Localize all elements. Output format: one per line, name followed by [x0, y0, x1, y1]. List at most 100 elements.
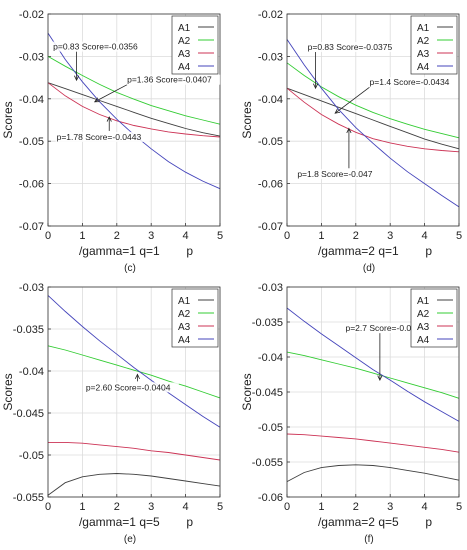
series-line-a4 — [286, 307, 460, 422]
y-tick-label: -0.05 — [19, 136, 44, 148]
series-line-a3 — [286, 433, 460, 453]
legend-label: A2 — [178, 309, 191, 320]
x-tick-label: 5 — [456, 230, 462, 242]
annotation-arrowhead — [377, 375, 383, 382]
chart-panel-f: 0 1 2 3 4 5 -0.03 -0.035 -0.04 -0.045 -0.05 -0.055 -… — [240, 282, 462, 545]
y-tick-label: -0.05 — [258, 422, 283, 434]
series-line-a1 — [47, 82, 221, 137]
legend-label: A3 — [178, 322, 191, 333]
y-tick-label: -0.06 — [258, 492, 283, 504]
y-axis-label: Scores — [1, 101, 15, 138]
x-tick-label: 4 — [422, 501, 428, 513]
annotation-arrowhead — [93, 97, 100, 103]
y-axis-label: Scores — [1, 373, 15, 410]
x-axis-label: /gamma=1 q=1 p — [79, 244, 193, 258]
y-tick-label: -0.055 — [252, 457, 283, 469]
annotation-background — [84, 382, 179, 393]
annotation-background — [368, 77, 458, 88]
axes-frame — [286, 13, 460, 227]
axes-frame — [47, 286, 221, 498]
y-tick-label: -0.07 — [19, 221, 44, 233]
x-tick-label: 3 — [387, 501, 393, 513]
axes-frame — [286, 286, 460, 498]
y-tick-label: -0.03 — [19, 51, 44, 63]
annotation-arrowhead — [346, 127, 352, 134]
series-line-a3 — [48, 441, 221, 461]
annotation-background — [306, 42, 401, 53]
legend-label: A1 — [178, 23, 191, 34]
legend-label: A1 — [417, 23, 430, 34]
panel-caption: (e) — [124, 534, 136, 545]
y-tick-label: -0.04 — [19, 94, 44, 106]
series-line-a2 — [286, 351, 460, 399]
x-tick-label: 5 — [217, 230, 223, 242]
x-tick-label: 3 — [148, 230, 154, 242]
annotation-background — [55, 131, 150, 142]
series-line-a3 — [47, 82, 221, 138]
annotation-label: p=1.36 Score=-0.0407 — [127, 75, 212, 85]
y-tick-label: -0.06 — [19, 179, 44, 191]
x-tick-label: 5 — [456, 501, 462, 513]
y-tick-label: -0.02 — [19, 9, 44, 21]
annotation-arrow — [334, 86, 370, 114]
y-tick-label: -0.04 — [258, 94, 283, 106]
legend-label: A3 — [417, 49, 430, 60]
annotation-arrowhead — [106, 116, 112, 122]
series-line-a1 — [286, 87, 460, 150]
annotation-background — [126, 74, 221, 85]
annotation-label: p=1.78 Score=-0.0443 — [57, 132, 142, 142]
legend-label: A1 — [178, 296, 191, 307]
series-line-a1 — [286, 464, 460, 482]
series-line-a2 — [47, 345, 221, 399]
annotation-label: p=0.83 Score=-0.0356 — [53, 42, 138, 52]
y-tick-label: -0.03 — [258, 282, 283, 294]
legend-box — [410, 288, 458, 348]
annotation-arrow — [94, 84, 128, 103]
x-tick-label: 3 — [387, 230, 393, 242]
y-tick-label: -0.05 — [19, 450, 44, 462]
legend-box — [171, 288, 219, 348]
x-tick-label: 4 — [183, 230, 189, 242]
y-tick-label: -0.03 — [19, 282, 44, 294]
legend-label: A2 — [178, 36, 191, 47]
x-tick-label: 1 — [79, 501, 85, 513]
legend-label: A2 — [417, 36, 430, 47]
x-tick-label: 4 — [183, 501, 189, 513]
legend-box — [171, 15, 219, 75]
x-tick-label: 1 — [318, 501, 324, 513]
panel-caption: (c) — [124, 263, 136, 274]
annotation-arrowhead — [334, 108, 341, 114]
chart-panel-c: 0 1 2 3 4 5 -0.02 -0.03 -0.04 -0.05 -0.06 -0.07 p=0.… — [1, 9, 223, 274]
x-tick-label: 2 — [114, 230, 120, 242]
legend-label: A4 — [178, 335, 191, 346]
annotation-label: p=1.8 Score=-0.047 — [297, 169, 372, 179]
panel-caption: (f) — [364, 534, 373, 545]
legend-label: A1 — [417, 296, 430, 307]
y-tick-label: -0.045 — [13, 408, 44, 420]
annotation-label: p=1.4 Score=-0.0434 — [370, 77, 450, 87]
y-tick-label: -0.05 — [258, 136, 283, 148]
annotation-background — [344, 323, 434, 334]
y-tick-label: -0.035 — [252, 317, 283, 329]
annotation-label: p=2.60 Score=-0.0404 — [86, 382, 171, 392]
legend-label: A2 — [417, 309, 430, 320]
annotation-label: p=2.7 Score=-0.0433 — [345, 323, 425, 333]
legend-label: A4 — [178, 62, 191, 73]
legend-label: A3 — [178, 49, 191, 60]
y-tick-label: -0.045 — [252, 387, 283, 399]
annotation-background — [296, 169, 382, 180]
series-line-a1 — [47, 473, 221, 496]
x-tick-label: 3 — [148, 501, 154, 513]
x-axis-label: /gamma=2 q=1 p — [318, 244, 432, 258]
x-tick-label: 2 — [353, 230, 359, 242]
y-axis-label: Scores — [240, 373, 254, 410]
x-tick-label: 0 — [284, 230, 290, 242]
x-tick-label: 5 — [217, 501, 223, 513]
x-tick-label: 0 — [45, 501, 51, 513]
legend-label: A4 — [417, 62, 430, 73]
x-axis-label: /gamma=2 q=5 p — [318, 515, 432, 529]
annotation-background — [52, 41, 147, 52]
y-tick-label: -0.03 — [258, 51, 283, 63]
y-tick-label: -0.055 — [13, 492, 44, 504]
